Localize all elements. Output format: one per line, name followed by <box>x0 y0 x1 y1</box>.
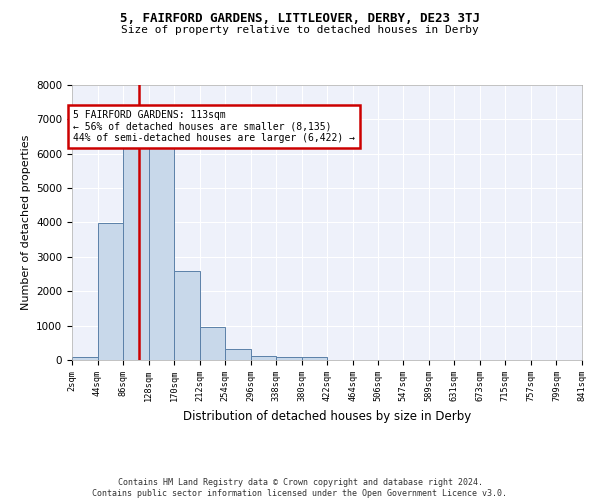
Text: Size of property relative to detached houses in Derby: Size of property relative to detached ho… <box>121 25 479 35</box>
Bar <box>225 350 251 360</box>
Bar <box>200 328 225 360</box>
Text: 5 FAIRFORD GARDENS: 113sqm
← 56% of detached houses are smaller (8,135)
44% of s: 5 FAIRFORD GARDENS: 113sqm ← 56% of deta… <box>73 110 355 143</box>
X-axis label: Distribution of detached houses by size in Derby: Distribution of detached houses by size … <box>183 410 471 422</box>
Bar <box>72 357 98 360</box>
Bar <box>98 223 123 360</box>
Bar <box>123 135 149 360</box>
Text: Contains HM Land Registry data © Crown copyright and database right 2024.
Contai: Contains HM Land Registry data © Crown c… <box>92 478 508 498</box>
Y-axis label: Number of detached properties: Number of detached properties <box>20 135 31 310</box>
Bar <box>174 270 200 360</box>
Bar <box>276 356 302 360</box>
Bar <box>149 135 174 360</box>
Bar <box>302 358 328 360</box>
Text: 5, FAIRFORD GARDENS, LITTLEOVER, DERBY, DE23 3TJ: 5, FAIRFORD GARDENS, LITTLEOVER, DERBY, … <box>120 12 480 26</box>
Bar <box>251 356 276 360</box>
